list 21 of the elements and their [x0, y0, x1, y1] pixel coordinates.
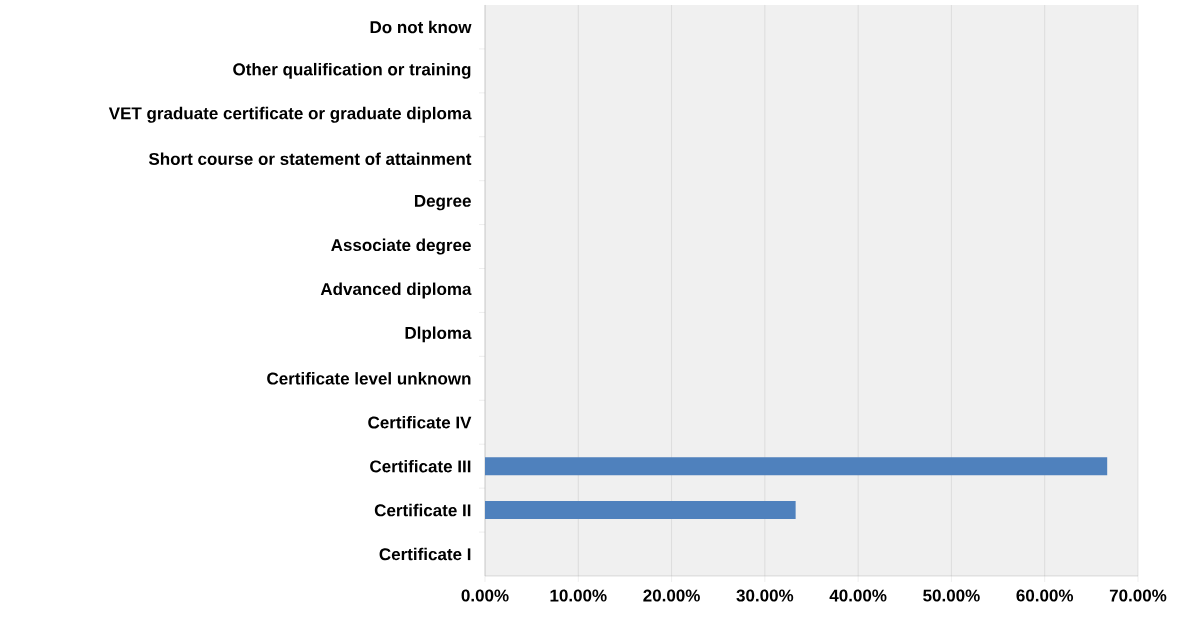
y-tick-label: Other qualification or training — [233, 62, 471, 79]
y-tick-label: VET graduate certificate or graduate diploma — [108, 106, 472, 123]
x-tick-label: 30.00% — [736, 589, 794, 602]
y-tick-label: Short course or statement of attainment — [148, 152, 472, 165]
x-tick-label: 20.00% — [643, 589, 700, 602]
x-tick-label: 60.00% — [1016, 589, 1074, 602]
x-tick-label: 40.00% — [829, 589, 887, 602]
y-tick-label: Certificate III — [370, 459, 471, 473]
y-tick-label: Certificate I — [379, 547, 471, 561]
y-tick-label: Dlploma — [405, 326, 472, 343]
x-tick-label: 0.00% — [461, 589, 509, 602]
x-tick-label: 10.00% — [550, 589, 607, 602]
y-tick-label: Advanced diploma — [320, 282, 472, 299]
y-tick-label: Associate degree — [331, 238, 471, 255]
y-tick-label: Certificate level unknown — [267, 372, 471, 385]
x-tick-label: 70.00% — [1109, 589, 1167, 602]
y-tick-label: Do not know — [370, 20, 472, 34]
y-tick-label: Degree — [414, 194, 471, 211]
x-tick-label: 50.00% — [923, 589, 980, 602]
y-tick-label: Certificate IV — [368, 416, 472, 429]
y-tick-label: Certificate II — [374, 503, 471, 517]
